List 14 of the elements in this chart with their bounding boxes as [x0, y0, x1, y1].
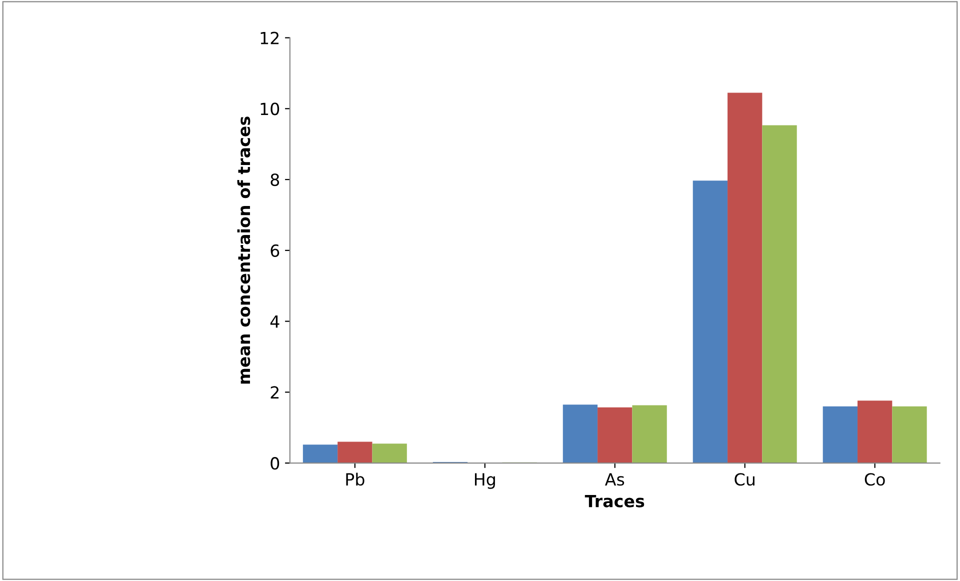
y-tick-label: 12 [260, 32, 279, 44]
y-tick-label: 6 [270, 244, 280, 257]
y-axis-title: mean concentraion of traces [237, 116, 250, 384]
y-tick-label: 2 [270, 386, 279, 399]
x-tick-label: As [604, 473, 624, 486]
x-tick-label: Hg [474, 473, 495, 489]
x-tick-label: Pb [346, 472, 364, 486]
y-tick-label: 4 [270, 315, 280, 328]
x-tick-label: Cu [734, 473, 754, 486]
y-tick-label: 8 [270, 173, 280, 186]
y-tick-label: 10 [260, 102, 280, 116]
y-tick-label: 0 [270, 457, 280, 470]
x-tick-label: Co [864, 473, 885, 486]
x-axis-title: Traces [584, 494, 644, 508]
